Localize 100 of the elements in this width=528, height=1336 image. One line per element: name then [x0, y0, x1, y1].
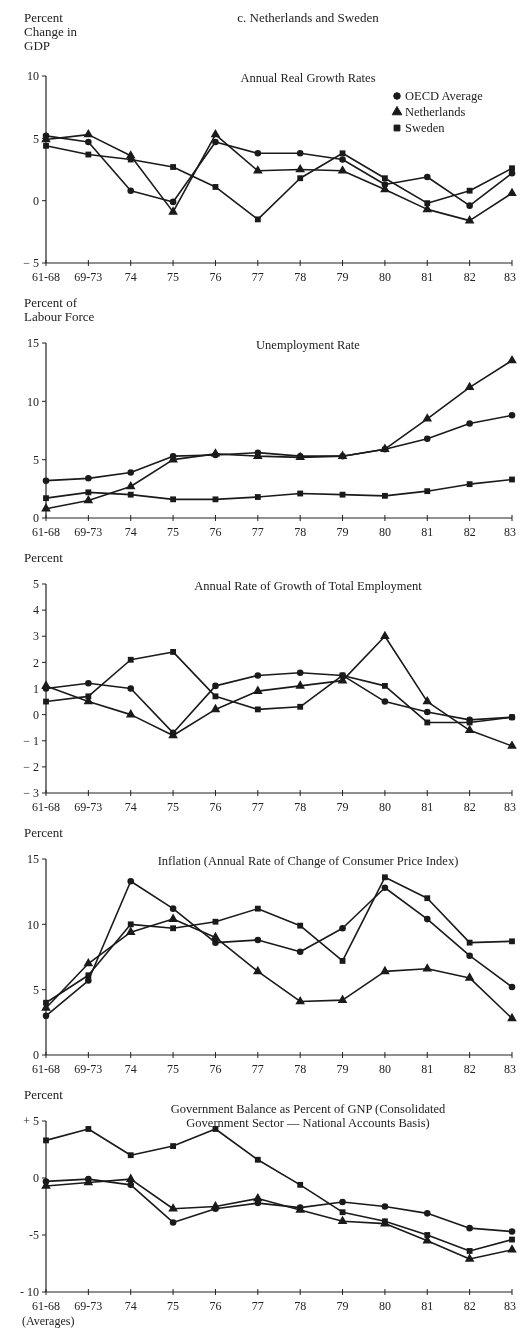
y-tick-label: 5 — [33, 577, 39, 592]
x-tick-label: 81 — [421, 1062, 434, 1076]
x-tick-label: 75 — [167, 525, 180, 539]
x-tick-label: 83 — [504, 1299, 516, 1313]
y-tick-label: 5 — [33, 982, 39, 997]
x-tick-label: 69-73 — [74, 525, 103, 539]
x-tick-label: 77 — [251, 270, 264, 284]
x-tick-label: 82 — [463, 1062, 476, 1076]
x-tick-label: 83 — [504, 1062, 516, 1076]
x-tick-label: 76 — [209, 270, 222, 284]
x-tick-label: 69-73 — [74, 270, 103, 284]
x-tick-label: 80 — [378, 270, 391, 284]
y-tick-label: − 5 — [23, 256, 39, 271]
y-tick-label: 10 — [27, 917, 39, 932]
x-tick-label: 81 — [421, 525, 434, 539]
x-tick-label: 78 — [294, 270, 307, 284]
chart-title: c. Netherlands and Sweden — [237, 10, 380, 25]
x-tick-label: 74 — [124, 800, 137, 814]
y-tick-label: 15 — [27, 336, 39, 351]
y-tick-label: 0 — [33, 1048, 39, 1063]
y-tick-label: − 3 — [23, 786, 39, 801]
y-tick-label: 10 — [27, 69, 39, 84]
x-tick-label: 78 — [294, 800, 307, 814]
x-tick-label: 77 — [251, 525, 264, 539]
x-tick-label: 77 — [251, 1062, 264, 1076]
y-tick-label: 0 — [33, 193, 39, 208]
y-tick-label: 0 — [33, 707, 39, 722]
chart-title: Government Balance as Percent of GNP (Consolidated Government Sector — National Accounts Basis) — [170, 1102, 446, 1130]
x-tick-label: 75 — [167, 270, 180, 284]
chart-title: Annual Rate of Growth of Total Employment — [194, 579, 423, 593]
x-tick-label: 61-68 — [32, 800, 60, 814]
x-tick-label: 78 — [294, 1062, 307, 1076]
x-tick-label: 77 — [251, 1299, 264, 1313]
x-tick-label: 69-73 — [74, 800, 103, 814]
y-tick-label: 1 — [33, 681, 39, 696]
x-tick-label: 78 — [294, 1299, 307, 1313]
y-axis-title: Percent of Labour Force — [24, 295, 95, 324]
chart-subtitle: Annual Real Growth Rates — [240, 71, 376, 85]
legend-label: OECD Average — [405, 89, 484, 104]
x-tick-label: 78 — [294, 525, 307, 539]
y-tick-label: 4 — [33, 603, 39, 618]
x-tick-label: 69-73 — [74, 1299, 103, 1313]
x-tick-label: 82 — [463, 525, 476, 539]
y-tick-label: 15 — [27, 852, 39, 867]
x-axis-title: (Averages) — [22, 1314, 75, 1328]
y-axis-title: Percent — [24, 825, 64, 840]
x-tick-label: 81 — [421, 800, 434, 814]
x-tick-label: 81 — [421, 1299, 434, 1313]
x-tick-label: 81 — [421, 270, 434, 284]
x-tick-label: 80 — [378, 800, 391, 814]
x-tick-label: 80 — [378, 1299, 391, 1313]
y-axis-title: Percent — [24, 1087, 64, 1102]
x-tick-label: 75 — [167, 1299, 180, 1313]
x-tick-label: 83 — [504, 525, 516, 539]
y-tick-label: 0 — [33, 511, 39, 526]
x-tick-label: 77 — [251, 800, 264, 814]
y-tick-label: - 10 — [20, 1285, 39, 1300]
y-tick-label: + 5 — [23, 1114, 39, 1129]
legend-label: Sweden — [405, 121, 446, 136]
x-tick-label: 79 — [336, 1299, 349, 1313]
x-tick-label: 79 — [336, 800, 349, 814]
x-tick-label: 76 — [209, 525, 222, 539]
x-tick-label: 82 — [463, 1299, 476, 1313]
x-tick-label: 61-68 — [32, 525, 60, 539]
x-tick-label: 61-68 — [32, 270, 60, 284]
y-tick-label: − 1 — [23, 733, 39, 748]
chart-title: Unemployment Rate — [256, 338, 361, 352]
y-axis-title: Percent — [24, 550, 64, 565]
x-tick-label: 61-68 — [32, 1299, 60, 1313]
x-tick-label: 75 — [167, 800, 180, 814]
x-tick-label: 75 — [167, 1062, 180, 1076]
x-tick-label: 79 — [336, 1062, 349, 1076]
x-tick-label: 61-68 — [32, 1062, 60, 1076]
y-tick-label: -5 — [29, 1228, 39, 1243]
x-tick-label: 79 — [336, 270, 349, 284]
y-tick-label: 3 — [33, 629, 39, 644]
x-tick-label: 79 — [336, 525, 349, 539]
x-tick-label: 76 — [209, 1062, 222, 1076]
x-tick-label: 76 — [209, 1299, 222, 1313]
legend-label: Netherlands — [405, 105, 466, 120]
y-tick-label: 0 — [33, 1171, 39, 1186]
x-tick-label: 82 — [463, 270, 476, 284]
chart-title: Inflation (Annual Rate of Change of Consumer Price Index) — [157, 854, 459, 868]
y-tick-label: 2 — [33, 655, 39, 670]
x-tick-label: 74 — [124, 1299, 137, 1313]
y-axis-title: Percent Change in GDP — [24, 10, 78, 53]
x-tick-label: 74 — [124, 525, 137, 539]
x-tick-label: 74 — [124, 1062, 137, 1076]
y-tick-label: 5 — [33, 131, 39, 146]
x-tick-label: 82 — [463, 800, 476, 814]
x-tick-label: 69-73 — [74, 1062, 103, 1076]
x-tick-label: 76 — [209, 800, 222, 814]
x-tick-label: 80 — [378, 525, 391, 539]
x-tick-label: 83 — [504, 270, 516, 284]
x-tick-label: 83 — [504, 800, 516, 814]
y-tick-label: 10 — [27, 394, 39, 409]
x-tick-label: 80 — [378, 1062, 391, 1076]
y-tick-label: − 2 — [23, 760, 39, 775]
y-tick-label: 5 — [33, 452, 39, 467]
x-tick-label: 74 — [124, 270, 137, 284]
